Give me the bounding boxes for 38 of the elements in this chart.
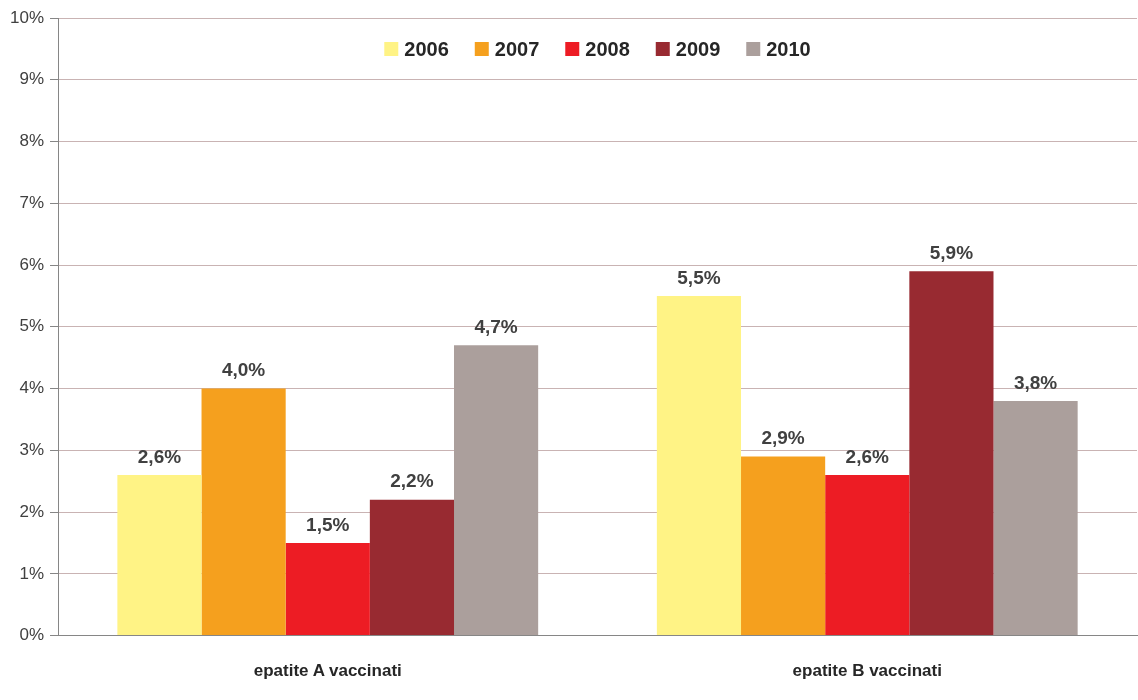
y-tick-label: 10% (9, 7, 45, 27)
data-label: 2,6% (845, 445, 890, 467)
data-label: 2,2% (390, 470, 434, 492)
y-tick-label: 4% (19, 378, 45, 398)
bar (825, 475, 910, 636)
data-label: 2,9% (761, 427, 805, 449)
y-tick-label: 9% (19, 69, 45, 89)
data-label: 4,0% (221, 359, 266, 381)
data-label: 3,8% (1013, 371, 1058, 393)
bar (656, 295, 742, 636)
bar (909, 271, 994, 636)
legend-label: 2009 (675, 37, 721, 60)
bar (741, 456, 826, 636)
bar (285, 542, 370, 636)
legend-label: 2006 (404, 37, 449, 60)
legend-label: 2010 (766, 37, 811, 60)
x-tick-label: epatite A vaccinati (253, 661, 402, 681)
x-tick-label: epatite B vaccinati (792, 661, 942, 681)
y-tick-label: 0% (19, 625, 45, 645)
data-label: 1,5% (306, 513, 350, 535)
data-label: 5,5% (677, 266, 721, 288)
y-tick-label: 8% (19, 131, 45, 151)
bar (993, 400, 1078, 636)
y-tick-label: 6% (19, 254, 45, 274)
bar (454, 345, 539, 636)
data-label: 2,6% (137, 445, 182, 467)
legend-label: 2008 (585, 37, 630, 60)
data-label: 4,7% (474, 316, 518, 338)
bar (117, 475, 202, 636)
y-tick-label: 1% (19, 563, 45, 583)
y-tick-label: 7% (19, 192, 45, 212)
y-tick-label: 2% (19, 501, 45, 521)
y-tick-label: 3% (19, 440, 45, 460)
data-label: 5,9% (929, 241, 974, 263)
bar (369, 499, 455, 636)
bar (201, 388, 286, 636)
y-tick-label: 5% (19, 316, 45, 336)
legend-label: 2007 (494, 37, 540, 60)
